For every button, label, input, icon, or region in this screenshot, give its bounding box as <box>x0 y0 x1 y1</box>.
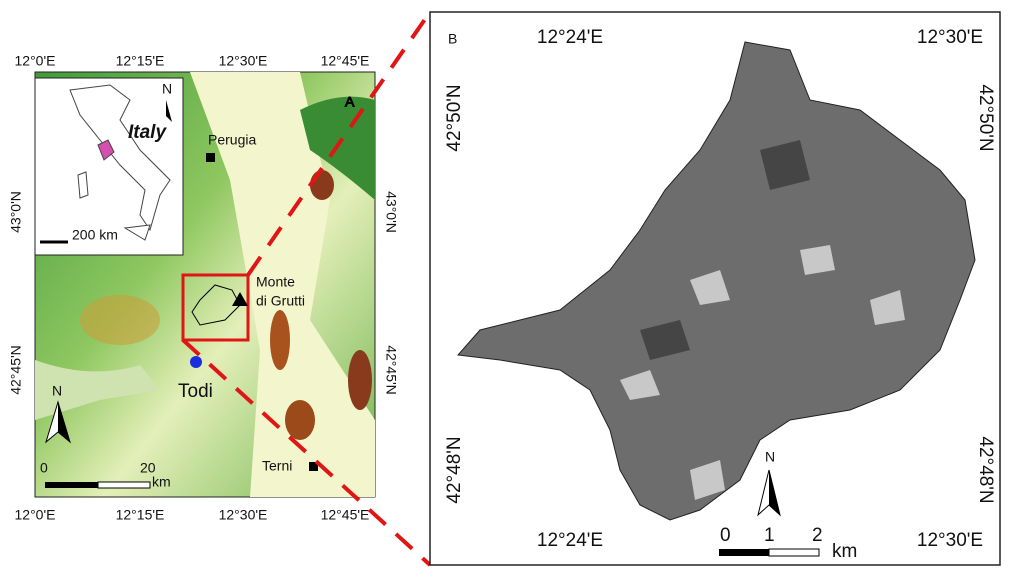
lon-label: 12°24'E <box>537 27 603 48</box>
panel-label: A <box>345 94 355 110</box>
sardinia <box>77 171 89 199</box>
connector <box>181 338 432 567</box>
scale-label: 0 <box>720 525 731 546</box>
lon-label: 12°0'E <box>15 53 56 69</box>
valley <box>190 72 375 497</box>
place-label: di Grutti <box>256 293 305 309</box>
lat-label: 43°0'N <box>8 191 24 233</box>
scale-bar <box>768 548 820 557</box>
scale-label: km <box>152 474 171 490</box>
town-marker <box>190 356 202 368</box>
lon-label: 12°30'E <box>917 27 983 48</box>
lon-label: 12°15'E <box>116 507 165 523</box>
lon-label: 12°45'E <box>321 507 370 523</box>
scale-bar <box>97 481 151 489</box>
north-label: N <box>52 383 62 399</box>
lon-label: 12°45'E <box>321 53 370 69</box>
hills <box>80 295 160 345</box>
peak-marker <box>232 292 248 306</box>
study-box <box>181 273 250 342</box>
lon-label: 12°0'E <box>15 507 56 523</box>
lat-label: 43°0'N <box>383 191 399 233</box>
basin-outline <box>191 284 241 326</box>
mountain <box>270 310 290 370</box>
scale-label: 1 <box>764 525 775 546</box>
lat-label: 42°48'N <box>975 436 996 503</box>
lat-label: 42°45'N <box>383 345 399 395</box>
panel-a: 200 km Italy N A Perugia Monte di Grutti… <box>8 53 400 523</box>
place-label: Monte <box>256 274 295 290</box>
north-arrow <box>58 402 70 442</box>
lon-label: 12°30'E <box>219 53 268 69</box>
north-label: N <box>765 449 775 465</box>
panel-label: B <box>448 31 457 47</box>
panel-b: B 12°24'E 12°30'E 12°24'E 12°30'E 42°50'… <box>429 11 1001 566</box>
scale-label: 2 <box>812 525 823 546</box>
scale-label: km <box>832 541 857 562</box>
lat-label: 42°50'N <box>444 84 465 151</box>
lat-label: 42°45'N <box>8 345 24 395</box>
lon-label: 12°15'E <box>116 53 165 69</box>
mountain <box>310 170 334 200</box>
city-marker <box>206 153 215 162</box>
study-region <box>97 139 115 161</box>
scale-label: 20 <box>140 460 156 476</box>
valley <box>35 360 160 420</box>
north-arrow <box>769 470 780 515</box>
place-label: Terni <box>262 458 292 474</box>
lon-label: 12°24'E <box>537 530 603 551</box>
place-label: Todi <box>178 381 213 402</box>
inset-north-arrow <box>166 100 172 122</box>
inset-scale: 200 km <box>72 227 118 243</box>
lon-label: 12°30'E <box>917 530 983 551</box>
connector <box>246 10 432 277</box>
inset-title: Italy <box>128 122 167 143</box>
scale-label: 0 <box>40 460 48 476</box>
mountain <box>348 350 372 410</box>
lat-label: 42°50'N <box>975 84 996 151</box>
scale-bar <box>719 549 769 556</box>
place-label: Perugia <box>208 132 256 148</box>
city-marker <box>309 462 318 471</box>
dark-fields <box>640 140 810 360</box>
mountain <box>285 400 315 440</box>
inset-north: N <box>162 81 172 97</box>
scale-bar <box>45 482 98 488</box>
sicily <box>123 224 151 241</box>
lon-label: 12°30'E <box>219 507 268 523</box>
lat-label: 42°48'N <box>444 436 465 503</box>
